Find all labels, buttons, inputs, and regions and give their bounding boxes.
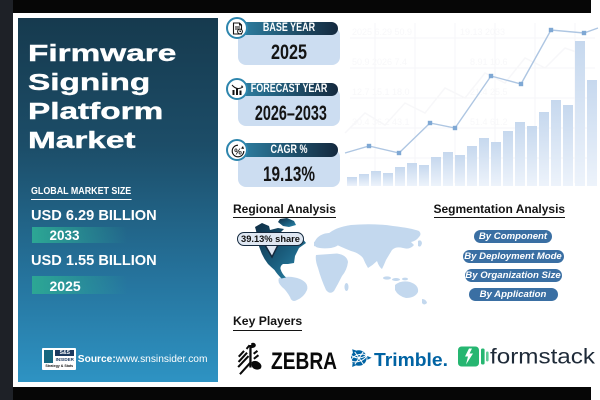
- svg-text:ZEBRA: ZEBRA: [271, 348, 337, 375]
- svg-text:2025 6.29 50.9: 2025 6.29 50.9: [352, 27, 412, 37]
- svg-text:21.4 25.5: 21.4 25.5: [470, 87, 508, 97]
- svg-text:50.9 2026 7.4: 50.9 2026 7.4: [352, 57, 407, 67]
- svg-text:12.7 15.1 18.0: 12.7 15.1 18.0: [352, 87, 410, 97]
- svg-text:Trimble.: Trimble.: [374, 350, 448, 370]
- svg-text:formstack: formstack: [490, 346, 596, 369]
- svg-text:51.4 61.2: 51.4 61.2: [470, 117, 508, 127]
- svg-text:30.4 36.2 43.1: 30.4 36.2 43.1: [352, 117, 410, 127]
- svg-text:%: %: [234, 146, 242, 156]
- svg-text:19.13 2033: 19.13 2033: [460, 27, 505, 37]
- svg-text:8.91 10.6: 8.91 10.6: [470, 57, 508, 67]
